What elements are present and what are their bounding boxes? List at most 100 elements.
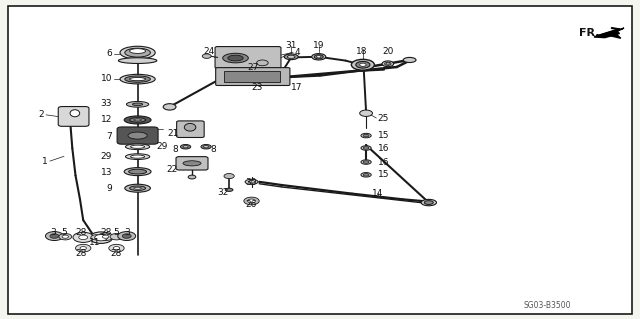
Circle shape xyxy=(202,54,211,58)
Ellipse shape xyxy=(317,56,321,58)
Ellipse shape xyxy=(245,179,258,184)
Ellipse shape xyxy=(312,54,326,60)
Ellipse shape xyxy=(129,186,146,190)
Ellipse shape xyxy=(129,169,147,174)
Circle shape xyxy=(95,234,108,241)
Ellipse shape xyxy=(201,145,211,149)
Ellipse shape xyxy=(403,57,416,63)
Ellipse shape xyxy=(129,118,146,122)
Text: 10: 10 xyxy=(100,74,112,83)
FancyBboxPatch shape xyxy=(117,127,158,144)
FancyBboxPatch shape xyxy=(176,157,208,170)
Text: 23: 23 xyxy=(252,83,263,92)
Circle shape xyxy=(122,234,131,238)
Text: 14: 14 xyxy=(372,189,383,198)
Ellipse shape xyxy=(361,133,371,138)
Ellipse shape xyxy=(125,184,150,192)
Circle shape xyxy=(91,235,101,240)
Circle shape xyxy=(62,235,68,238)
Circle shape xyxy=(79,235,88,240)
Ellipse shape xyxy=(364,134,369,137)
Text: 13: 13 xyxy=(100,168,112,177)
Ellipse shape xyxy=(180,145,191,149)
Text: 28: 28 xyxy=(111,249,122,258)
Polygon shape xyxy=(594,30,620,38)
Ellipse shape xyxy=(188,175,196,179)
Text: 19: 19 xyxy=(313,41,324,50)
Circle shape xyxy=(80,247,86,250)
Ellipse shape xyxy=(225,188,233,191)
Text: 4: 4 xyxy=(294,48,300,57)
Text: 28: 28 xyxy=(75,228,86,237)
Ellipse shape xyxy=(248,181,255,183)
Ellipse shape xyxy=(284,54,298,60)
Ellipse shape xyxy=(364,174,369,176)
Ellipse shape xyxy=(163,104,176,110)
Circle shape xyxy=(248,199,255,203)
Text: 20: 20 xyxy=(383,47,394,56)
Ellipse shape xyxy=(351,59,374,70)
Ellipse shape xyxy=(223,53,248,63)
Ellipse shape xyxy=(364,147,369,149)
Text: 18: 18 xyxy=(356,47,367,56)
Text: 28: 28 xyxy=(100,228,111,237)
Text: 12: 12 xyxy=(100,115,112,124)
Circle shape xyxy=(73,232,93,242)
Ellipse shape xyxy=(228,55,243,61)
Text: 32: 32 xyxy=(218,189,229,197)
Ellipse shape xyxy=(424,201,433,204)
Ellipse shape xyxy=(128,132,147,139)
Text: 27: 27 xyxy=(247,63,259,72)
Circle shape xyxy=(360,110,372,116)
Circle shape xyxy=(109,244,124,252)
Circle shape xyxy=(59,234,72,240)
Text: 26: 26 xyxy=(246,200,257,209)
Text: 9: 9 xyxy=(106,184,112,193)
Text: SG03-B3500: SG03-B3500 xyxy=(524,301,571,310)
Text: 25: 25 xyxy=(378,114,389,122)
Ellipse shape xyxy=(131,145,145,148)
Ellipse shape xyxy=(120,46,155,59)
Text: 22: 22 xyxy=(166,165,178,174)
Circle shape xyxy=(90,232,113,243)
Text: 3: 3 xyxy=(124,228,129,237)
Ellipse shape xyxy=(129,49,146,54)
Ellipse shape xyxy=(360,63,366,66)
Ellipse shape xyxy=(125,144,150,150)
Ellipse shape xyxy=(125,48,150,57)
Ellipse shape xyxy=(118,58,157,63)
FancyBboxPatch shape xyxy=(177,121,204,137)
Ellipse shape xyxy=(361,146,371,150)
Ellipse shape xyxy=(361,173,371,177)
Text: 15: 15 xyxy=(378,170,389,179)
Text: 24: 24 xyxy=(203,47,214,56)
Circle shape xyxy=(110,234,123,240)
Text: 1: 1 xyxy=(42,157,48,166)
Ellipse shape xyxy=(356,61,370,68)
Text: 29: 29 xyxy=(100,152,112,161)
Ellipse shape xyxy=(204,145,209,148)
Circle shape xyxy=(76,244,91,252)
Circle shape xyxy=(118,232,136,241)
Ellipse shape xyxy=(127,101,148,107)
Text: 11: 11 xyxy=(89,238,100,247)
Ellipse shape xyxy=(134,119,141,121)
Text: 15: 15 xyxy=(378,131,389,140)
Circle shape xyxy=(50,234,59,238)
Circle shape xyxy=(102,235,109,238)
Ellipse shape xyxy=(183,161,201,166)
Text: 31: 31 xyxy=(285,41,296,50)
Ellipse shape xyxy=(361,160,371,164)
FancyBboxPatch shape xyxy=(58,107,89,126)
Text: FR.: FR. xyxy=(579,28,600,39)
Ellipse shape xyxy=(70,110,80,117)
Ellipse shape xyxy=(124,116,151,124)
Bar xyxy=(224,71,280,82)
Text: 16: 16 xyxy=(378,144,389,152)
Ellipse shape xyxy=(421,199,436,206)
Text: 6: 6 xyxy=(106,49,112,58)
Text: 5: 5 xyxy=(114,228,119,237)
Circle shape xyxy=(224,174,234,179)
Text: 16: 16 xyxy=(378,158,389,167)
Polygon shape xyxy=(605,28,624,38)
